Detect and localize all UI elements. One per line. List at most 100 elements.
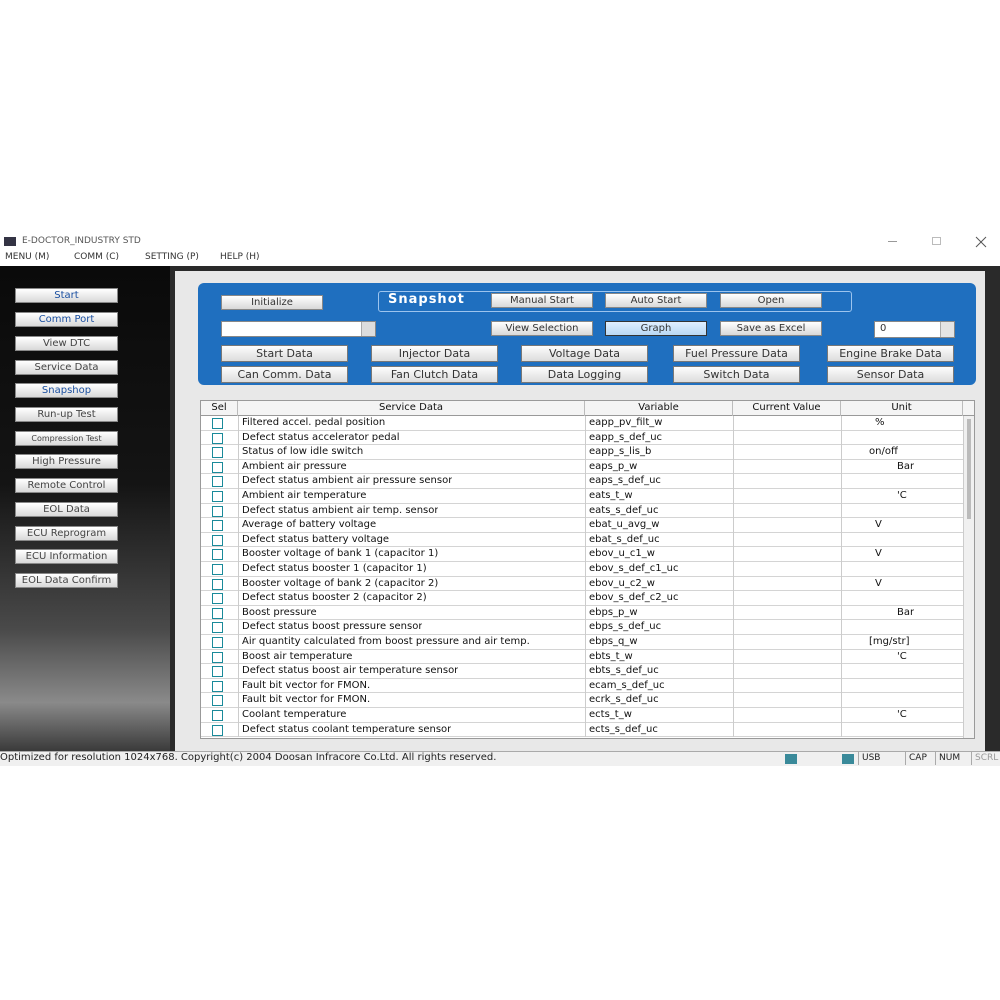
variable-name: ebov_s_def_c1_uc bbox=[589, 563, 679, 574]
variable-name: ects_s_def_uc bbox=[589, 723, 658, 735]
data-tab[interactable]: Sensor Data bbox=[827, 366, 954, 383]
select-checkbox[interactable] bbox=[212, 578, 223, 590]
select-checkbox[interactable] bbox=[212, 549, 223, 561]
select-checkbox[interactable] bbox=[212, 491, 223, 502]
data-tab[interactable]: Voltage Data bbox=[521, 345, 648, 362]
initialize-button[interactable]: Initialize bbox=[221, 295, 323, 310]
data-tab[interactable]: Injector Data bbox=[371, 345, 498, 362]
select-checkbox[interactable] bbox=[212, 607, 223, 619]
auto-start-button[interactable]: Auto Start bbox=[605, 293, 707, 308]
maximize-button[interactable] bbox=[932, 237, 941, 245]
variable-name: ebov_u_c1_w bbox=[589, 548, 655, 560]
cell-divider bbox=[841, 518, 842, 533]
sidebar-button[interactable]: ECU Reprogram bbox=[15, 526, 118, 541]
service-name: Air quantity calculated from boost press… bbox=[242, 636, 530, 647]
sidebar-button[interactable]: Comm Port bbox=[15, 312, 118, 327]
select-checkbox[interactable] bbox=[212, 461, 223, 473]
status-bar: Optimized for resolution 1024x768. Copyr… bbox=[0, 751, 1000, 766]
sidebar-button[interactable]: ECU Information bbox=[15, 549, 118, 564]
data-tab[interactable]: Data Logging bbox=[521, 366, 648, 383]
view-selection-button[interactable]: View Selection bbox=[491, 321, 593, 336]
select-checkbox[interactable] bbox=[212, 505, 223, 517]
select-checkbox[interactable] bbox=[212, 710, 223, 721]
manual-start-button[interactable]: Manual Start bbox=[491, 293, 593, 308]
cell-divider bbox=[585, 547, 586, 562]
status-icon bbox=[785, 754, 797, 764]
counter-spinner[interactable]: 0 bbox=[874, 321, 955, 338]
table-row: Defect status ambient air temp. sensor ea… bbox=[201, 503, 963, 519]
menu-item[interactable]: MENU (M) bbox=[5, 252, 50, 262]
service-name: Coolant temperature bbox=[242, 709, 347, 720]
select-checkbox[interactable] bbox=[212, 680, 223, 692]
select-checkbox[interactable] bbox=[212, 695, 223, 707]
cell-divider bbox=[733, 635, 734, 650]
sidebar-button[interactable]: High Pressure bbox=[15, 454, 118, 469]
variable-name: eats_t_w bbox=[589, 490, 633, 501]
select-checkbox[interactable] bbox=[212, 593, 223, 605]
select-checkbox[interactable] bbox=[212, 666, 223, 678]
cell-divider bbox=[841, 591, 842, 606]
scrollbar[interactable] bbox=[963, 416, 974, 738]
cell-divider bbox=[238, 445, 239, 460]
data-tab[interactable]: Fan Clutch Data bbox=[371, 366, 498, 383]
table-row: Coolant temperature ects_t_w 'C bbox=[201, 708, 963, 723]
sidebar-button[interactable]: EOL Data Confirm bbox=[15, 573, 118, 588]
minimize-button[interactable] bbox=[888, 241, 897, 242]
cell-divider bbox=[841, 489, 842, 504]
select-checkbox[interactable] bbox=[212, 447, 223, 459]
select-checkbox[interactable] bbox=[212, 520, 223, 532]
data-tab[interactable]: Fuel Pressure Data bbox=[673, 345, 800, 362]
sidebar-button[interactable]: Start bbox=[15, 288, 118, 303]
variable-name: ecam_s_def_uc bbox=[589, 679, 665, 691]
close-button[interactable] bbox=[975, 236, 987, 248]
service-data-table: Sel Service Data Variable Current Value Unit… bbox=[200, 400, 975, 739]
select-checkbox[interactable] bbox=[212, 651, 223, 663]
select-checkbox[interactable] bbox=[212, 622, 223, 634]
select-checkbox[interactable] bbox=[212, 432, 223, 444]
save-excel-button[interactable]: Save as Excel bbox=[720, 321, 822, 336]
sidebar-button[interactable]: Run-up Test bbox=[15, 407, 118, 422]
variable-name: eats_s_def_uc bbox=[589, 504, 659, 516]
data-tab[interactable]: Start Data bbox=[221, 345, 348, 362]
menu-item[interactable]: HELP (H) bbox=[220, 252, 260, 262]
cell-divider bbox=[585, 532, 586, 548]
data-tab[interactable]: Switch Data bbox=[673, 366, 800, 383]
cell-divider bbox=[238, 503, 239, 519]
cell-divider bbox=[585, 576, 586, 592]
cell-divider bbox=[841, 503, 842, 519]
menu-item[interactable]: COMM (C) bbox=[74, 252, 120, 262]
snapshot-frame bbox=[378, 291, 852, 312]
select-checkbox[interactable] bbox=[212, 637, 223, 648]
menu-item[interactable]: SETTING (P) bbox=[145, 252, 199, 262]
cell-divider bbox=[733, 532, 734, 548]
select-checkbox[interactable] bbox=[212, 476, 223, 488]
data-tab[interactable]: Can Comm. Data bbox=[221, 366, 348, 383]
unit: 'C bbox=[897, 650, 907, 662]
sidebar-button[interactable]: View DTC bbox=[15, 336, 118, 351]
unit: on/off bbox=[869, 446, 898, 458]
select-checkbox[interactable] bbox=[212, 724, 223, 736]
scroll-thumb[interactable] bbox=[967, 419, 971, 519]
select-checkbox[interactable] bbox=[212, 418, 223, 429]
cell-divider bbox=[238, 518, 239, 533]
cell-divider bbox=[238, 532, 239, 548]
service-name: Filtered accel. pedal position bbox=[242, 417, 386, 428]
cell-divider bbox=[585, 474, 586, 489]
cell-divider bbox=[841, 678, 842, 694]
sidebar-button[interactable]: Compression Test bbox=[15, 431, 118, 446]
data-tab[interactable]: Engine Brake Data bbox=[827, 345, 954, 362]
table-row: Ambient air temperature eats_t_w 'C bbox=[201, 489, 963, 504]
open-button[interactable]: Open bbox=[720, 293, 822, 308]
select-checkbox[interactable] bbox=[212, 534, 223, 546]
select-checkbox[interactable] bbox=[212, 564, 223, 575]
cell-divider bbox=[585, 693, 586, 708]
channel-combo[interactable] bbox=[221, 321, 376, 337]
graph-button[interactable]: Graph bbox=[605, 321, 707, 336]
sidebar-button[interactable]: EOL Data bbox=[15, 502, 118, 517]
variable-name: eapp_pv_filt_w bbox=[589, 417, 663, 428]
sidebar-button[interactable]: Snapshop bbox=[15, 383, 118, 398]
cell-divider bbox=[238, 605, 239, 621]
sidebar-button[interactable]: Service Data bbox=[15, 360, 118, 375]
sidebar-button[interactable]: Remote Control bbox=[15, 478, 118, 493]
cell-divider bbox=[841, 722, 842, 738]
